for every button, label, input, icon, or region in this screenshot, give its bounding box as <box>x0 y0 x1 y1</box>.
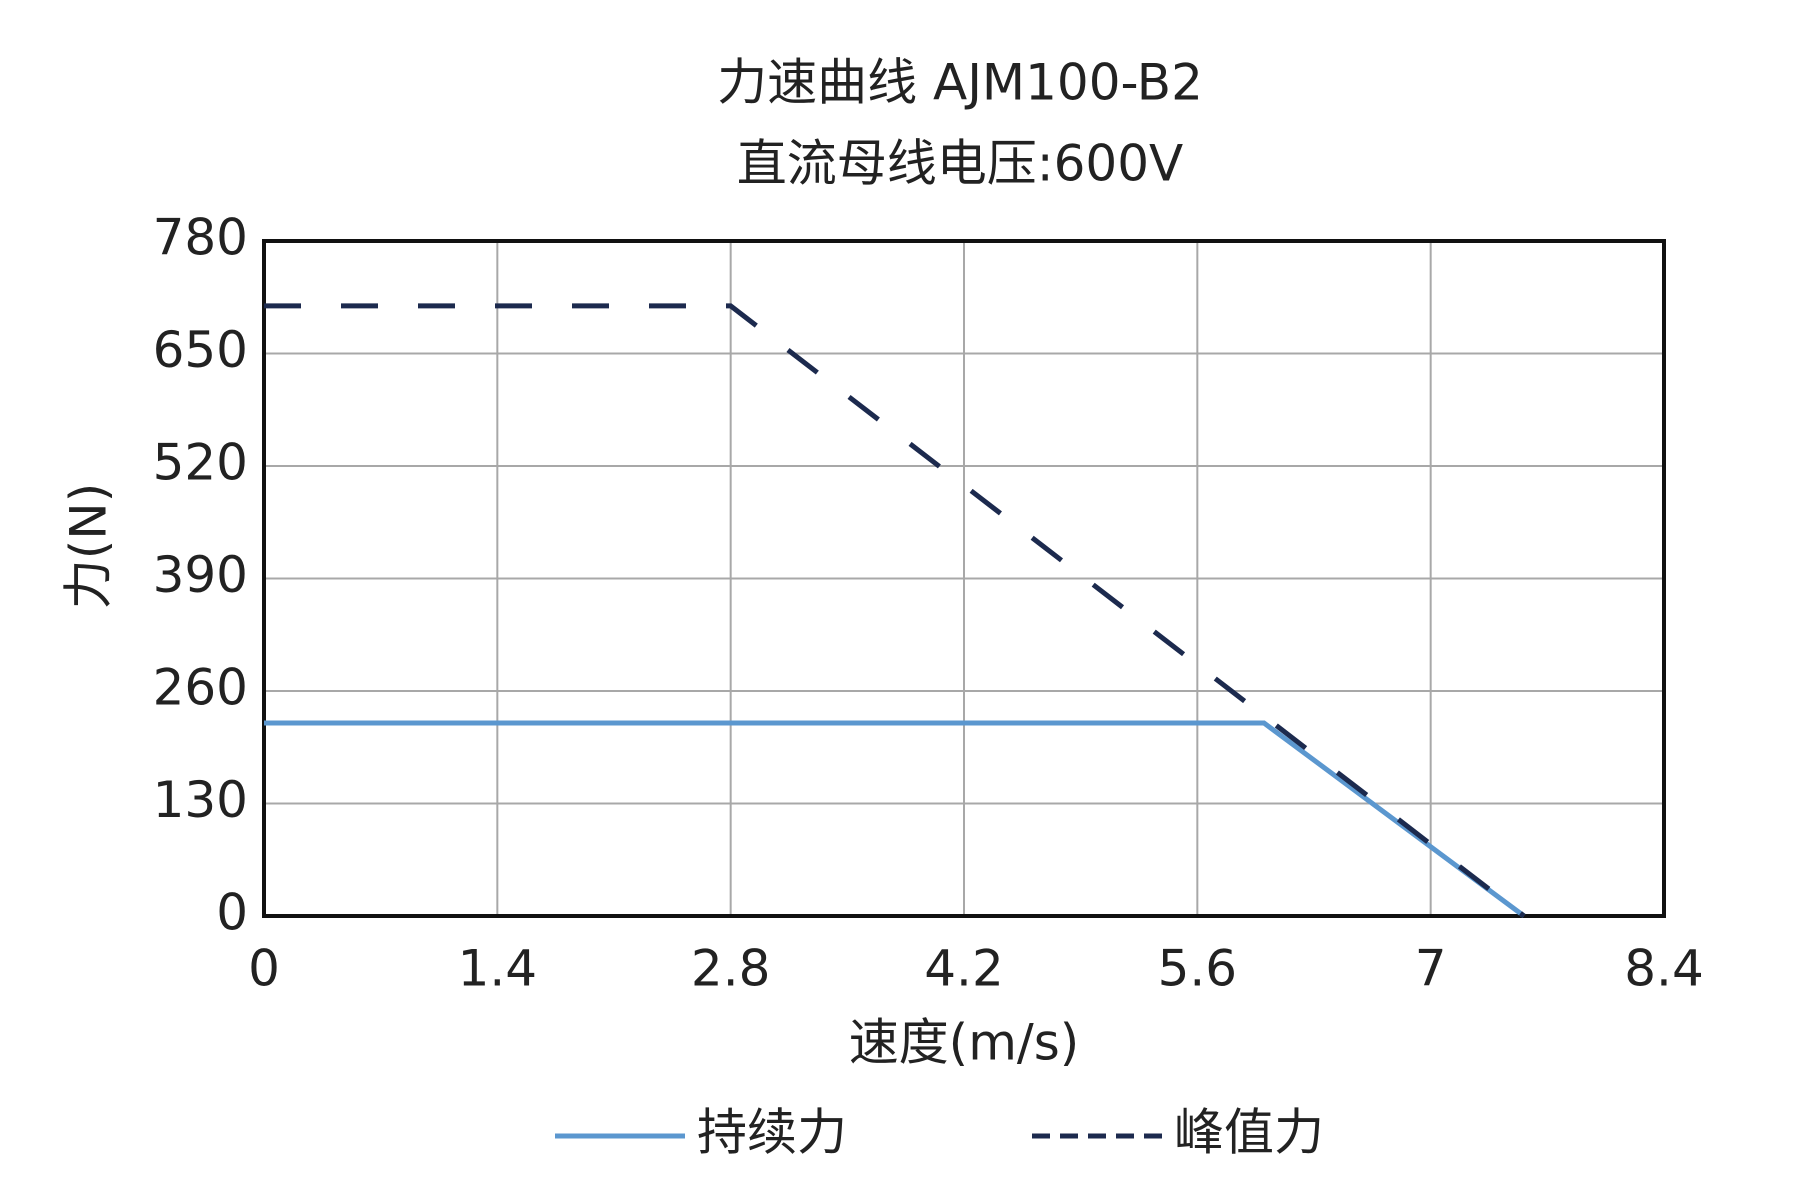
x-tick-label: 7 <box>1415 940 1447 998</box>
x-tick-label: 2.8 <box>691 940 771 998</box>
legend-label: 峰值力 <box>1174 1104 1324 1162</box>
y-tick-label: 130 <box>153 771 248 829</box>
x-tick-label: 4.2 <box>924 940 1004 998</box>
chart-subtitle: 直流母线电压:600V <box>737 135 1183 193</box>
x-tick-label: 8.4 <box>1624 940 1704 998</box>
y-tick-label: 520 <box>153 434 248 492</box>
series-line <box>264 720 1526 919</box>
y-tick-label: 260 <box>153 659 248 717</box>
y-tick-label: 390 <box>153 546 248 604</box>
y-tick-label: 0 <box>216 884 248 942</box>
x-tick-label: 5.6 <box>1158 940 1238 998</box>
y-tick-label: 650 <box>153 321 248 379</box>
legend-label: 持续力 <box>697 1104 847 1162</box>
series-line <box>264 303 1526 918</box>
x-axis-label: 速度(m/s) <box>849 1014 1080 1072</box>
plot-frame <box>262 239 1666 918</box>
y-axis-label: 力(N) <box>60 483 118 609</box>
y-tick-label: 780 <box>153 209 248 267</box>
x-tick-label: 0 <box>248 940 280 998</box>
chart-title: 力速曲线 AJM100-B2 <box>717 54 1203 112</box>
x-tick-label: 1.4 <box>458 940 538 998</box>
